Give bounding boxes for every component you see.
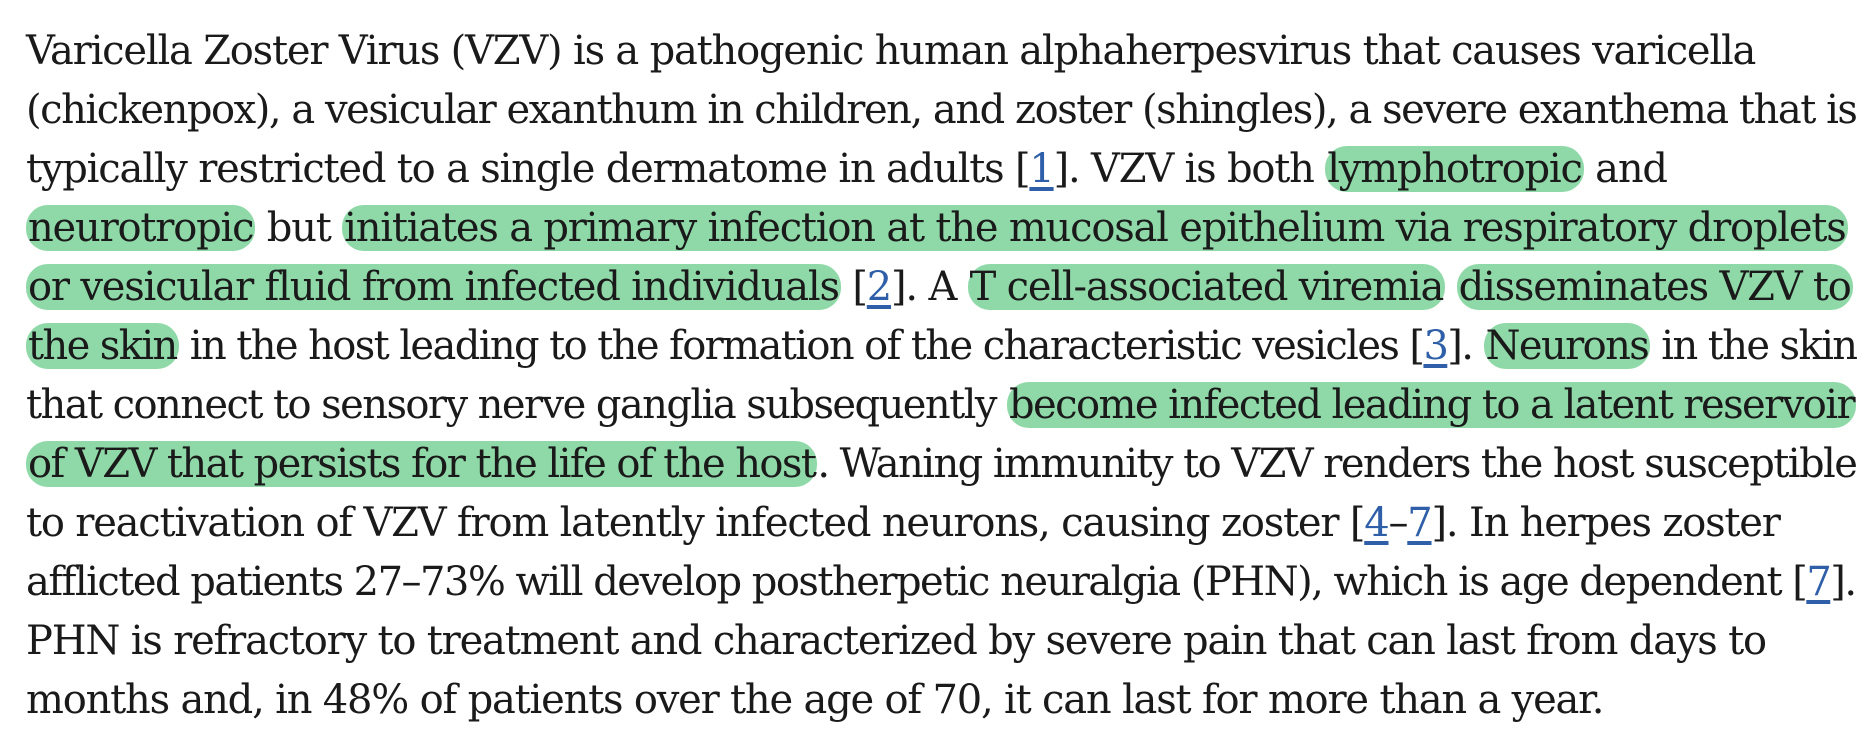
text-line: neurotropic but initiates a primary infe… (26, 199, 1856, 258)
citation-link[interactable]: 2 (866, 264, 892, 310)
text-run: (chickenpox), a vesicular exanthum in ch… (26, 87, 1858, 133)
text-run: in the host leading to the formation of … (178, 323, 1425, 369)
highlighted-text: the skin (26, 323, 179, 369)
citation-link[interactable]: 7 (1806, 559, 1831, 605)
text-run (1445, 264, 1457, 310)
text-run: PHN is refractory to treatment and chara… (26, 618, 1767, 664)
highlighted-text: of VZV that persists for the life of the… (26, 441, 818, 487)
text-run: afflicted patients 27–73% will develop p… (26, 559, 1808, 605)
text-run: Varicella Zoster Virus (VZV) is a pathog… (26, 28, 1756, 74)
highlighted-text: Neurons (1483, 323, 1651, 369)
text-line: typically restricted to a single dermato… (26, 140, 1856, 199)
text-run: [ (840, 264, 868, 310)
text-run: ]. In herpes zoster (1431, 500, 1781, 546)
text-line: (chickenpox), a vesicular exanthum in ch… (26, 81, 1858, 140)
text-run: ]. A (891, 264, 968, 310)
citation-link[interactable]: 4 (1364, 500, 1389, 546)
text-line: of VZV that persists for the life of the… (26, 435, 1858, 494)
text-run: ]. (1830, 559, 1857, 605)
text-run: typically restricted to a single dermato… (26, 146, 1031, 192)
text-run: that connect to sensory nerve ganglia su… (26, 382, 1008, 428)
text-run: – (1388, 500, 1408, 546)
text-line: or vesicular fluid from infected individ… (26, 258, 1856, 317)
text-run: to reactivation of VZV from latently inf… (26, 500, 1365, 546)
text-line: to reactivation of VZV from latently inf… (26, 494, 1856, 553)
text-run: in the skin (1650, 323, 1858, 369)
document-paragraph: Varicella Zoster Virus (VZV) is a pathog… (26, 22, 1858, 730)
text-line: PHN is refractory to treatment and chara… (26, 612, 1856, 671)
text-run: ]. VZV is both (1053, 146, 1326, 192)
text-line: the skin in the host leading to the form… (26, 317, 1858, 376)
highlighted-text: disseminates VZV to (1456, 264, 1853, 310)
text-run: and (1583, 146, 1668, 192)
citation-link[interactable]: 3 (1423, 323, 1448, 369)
text-line: Varicella Zoster Virus (VZV) is a pathog… (26, 22, 1856, 81)
text-run: ]. (1447, 323, 1484, 369)
text-line: that connect to sensory nerve ganglia su… (26, 376, 1857, 435)
highlighted-text: or vesicular fluid from infected individ… (26, 264, 841, 310)
citation-link[interactable]: 7 (1407, 500, 1432, 546)
highlighted-text: T cell-associated viremia (967, 264, 1446, 310)
text-run: months and, in 48% of patients over the … (26, 677, 1604, 723)
text-line: afflicted patients 27–73% will develop p… (26, 553, 1857, 612)
citation-link[interactable]: 1 (1029, 146, 1054, 192)
highlighted-text: become infected leading to a latent rese… (1007, 382, 1857, 428)
highlighted-text: neurotropic (26, 205, 256, 251)
text-line: months and, in 48% of patients over the … (26, 671, 1856, 730)
text-run: . Waning immunity to VZV renders the hos… (817, 441, 1858, 487)
highlighted-text: lymphotropic (1325, 146, 1584, 192)
highlighted-text: initiates a primary infection at the muc… (342, 205, 1848, 251)
text-run: but (255, 205, 343, 251)
